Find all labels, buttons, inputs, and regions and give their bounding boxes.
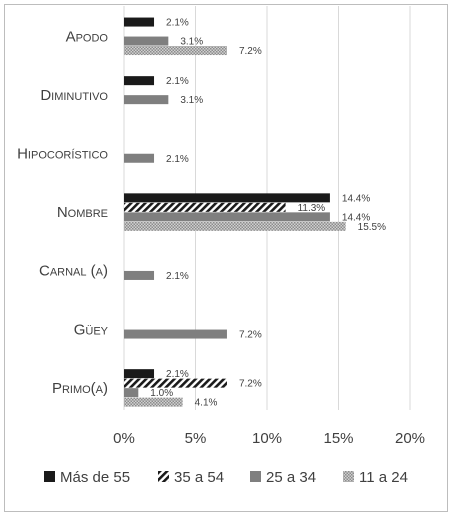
- bar: [124, 193, 330, 203]
- data-label: 3.1%: [180, 37, 203, 48]
- x-axis-tick-labels: 0% 5% 10% 15% 20%: [113, 430, 425, 447]
- data-label: 2.1%: [166, 369, 189, 380]
- bar: [124, 329, 227, 339]
- bar: [124, 95, 169, 105]
- bar: [124, 378, 227, 388]
- bar: [124, 212, 330, 222]
- x-tick-label: 5%: [185, 430, 207, 447]
- legend-label: 25 a 34: [266, 469, 316, 486]
- bar: [124, 397, 183, 407]
- data-label: 4.1%: [195, 398, 218, 409]
- legend-swatch: [44, 471, 55, 482]
- bar: [124, 369, 155, 379]
- chart-frame: [4, 4, 448, 512]
- legend-label: Más de 55: [60, 469, 130, 486]
- data-label: 1.0%: [150, 388, 173, 399]
- x-tick-label: 10%: [252, 430, 282, 447]
- category-label: Hipocorístico: [17, 146, 108, 163]
- x-tick-label: 0%: [113, 430, 135, 447]
- data-label: 15.5%: [358, 222, 386, 233]
- bar: [124, 270, 155, 280]
- data-label: 2.1%: [166, 154, 189, 165]
- category-label: Carnal (a): [39, 263, 108, 280]
- legend: Más de 55 35 a 54 25 a 34 11 a 24: [44, 469, 408, 486]
- data-labels: 2.1%3.1%7.2%2.1%3.1%2.1%14.4%11.3%14.4%1…: [150, 18, 386, 409]
- category-label: Primo(a): [52, 380, 108, 397]
- legend-swatch: [250, 471, 261, 482]
- category-label: Apodo: [66, 28, 109, 45]
- data-label: 14.4%: [342, 193, 370, 204]
- x-tick-label: 20%: [395, 430, 425, 447]
- category-label: Diminutivo: [40, 87, 108, 104]
- data-label: 14.4%: [342, 212, 370, 223]
- bar: [124, 36, 169, 46]
- bar: [124, 153, 155, 163]
- bar: [124, 388, 139, 398]
- category-labels: Apodo Diminutivo Hipocorístico Nombre Carnal…: [17, 28, 109, 397]
- bar: [124, 221, 346, 231]
- bars: [124, 17, 346, 407]
- data-label: 7.2%: [239, 330, 262, 341]
- bar: [124, 17, 155, 27]
- bar: [124, 202, 286, 212]
- data-label: 3.1%: [180, 95, 203, 106]
- category-label: Nombre: [57, 204, 108, 221]
- x-tick-label: 15%: [323, 430, 353, 447]
- legend-label: 35 a 54: [174, 469, 224, 486]
- legend-swatch: [158, 471, 169, 482]
- data-label: 7.2%: [239, 46, 262, 57]
- bar: [124, 46, 227, 56]
- data-label: 11.3%: [298, 203, 326, 214]
- data-label: 2.1%: [166, 18, 189, 29]
- legend-label: 11 a 24: [359, 469, 408, 486]
- category-label: Güey: [74, 321, 109, 338]
- data-label: 7.2%: [239, 379, 262, 390]
- legend-swatch: [343, 471, 354, 482]
- data-label: 2.1%: [166, 271, 189, 282]
- data-label: 2.1%: [166, 76, 189, 87]
- bar: [124, 76, 155, 86]
